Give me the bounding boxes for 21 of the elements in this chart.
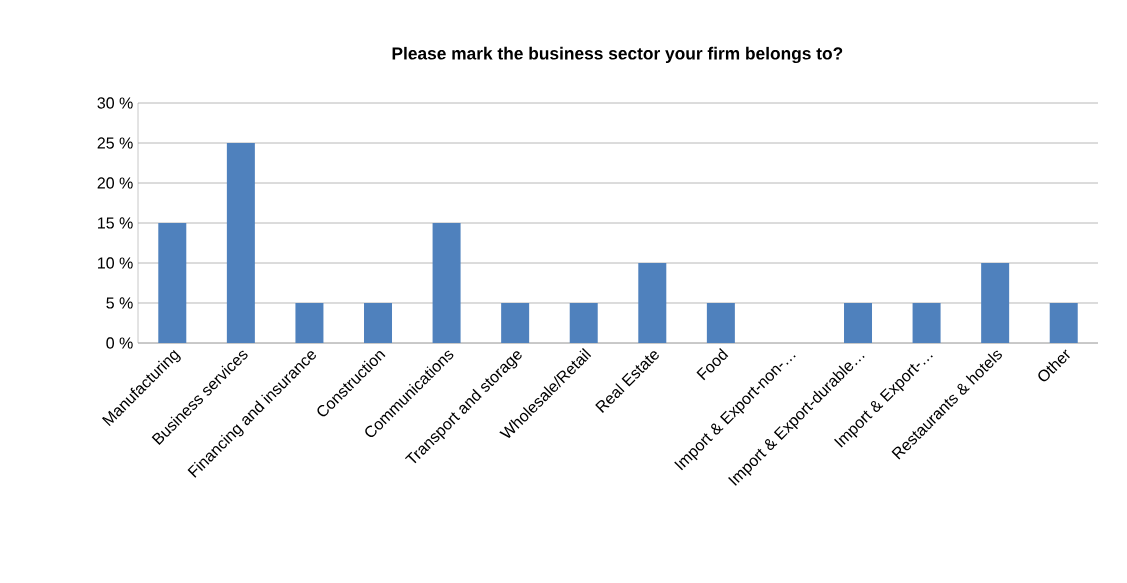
chart-title: Please mark the business sector your firm belongs to? (392, 46, 843, 64)
y-tick-label: 0 % (106, 337, 133, 349)
y-tick-label: 15 % (98, 217, 133, 229)
bar (432, 223, 461, 343)
y-tick-label: 25 % (97, 137, 133, 149)
bar (226, 143, 255, 343)
bar (158, 223, 187, 343)
bar (501, 303, 530, 343)
bar (569, 303, 598, 343)
bar (844, 303, 873, 343)
bar (706, 303, 735, 343)
y-tick-label: 5 % (106, 297, 133, 309)
bar (981, 263, 1010, 343)
bar (638, 263, 667, 343)
y-tick-label: 30 % (97, 97, 133, 109)
y-tick-label: 20 % (97, 177, 133, 189)
bar (364, 303, 393, 343)
bar (1049, 303, 1078, 343)
y-tick-label: 10 % (98, 257, 133, 269)
bar (912, 303, 941, 343)
bar (295, 303, 324, 343)
